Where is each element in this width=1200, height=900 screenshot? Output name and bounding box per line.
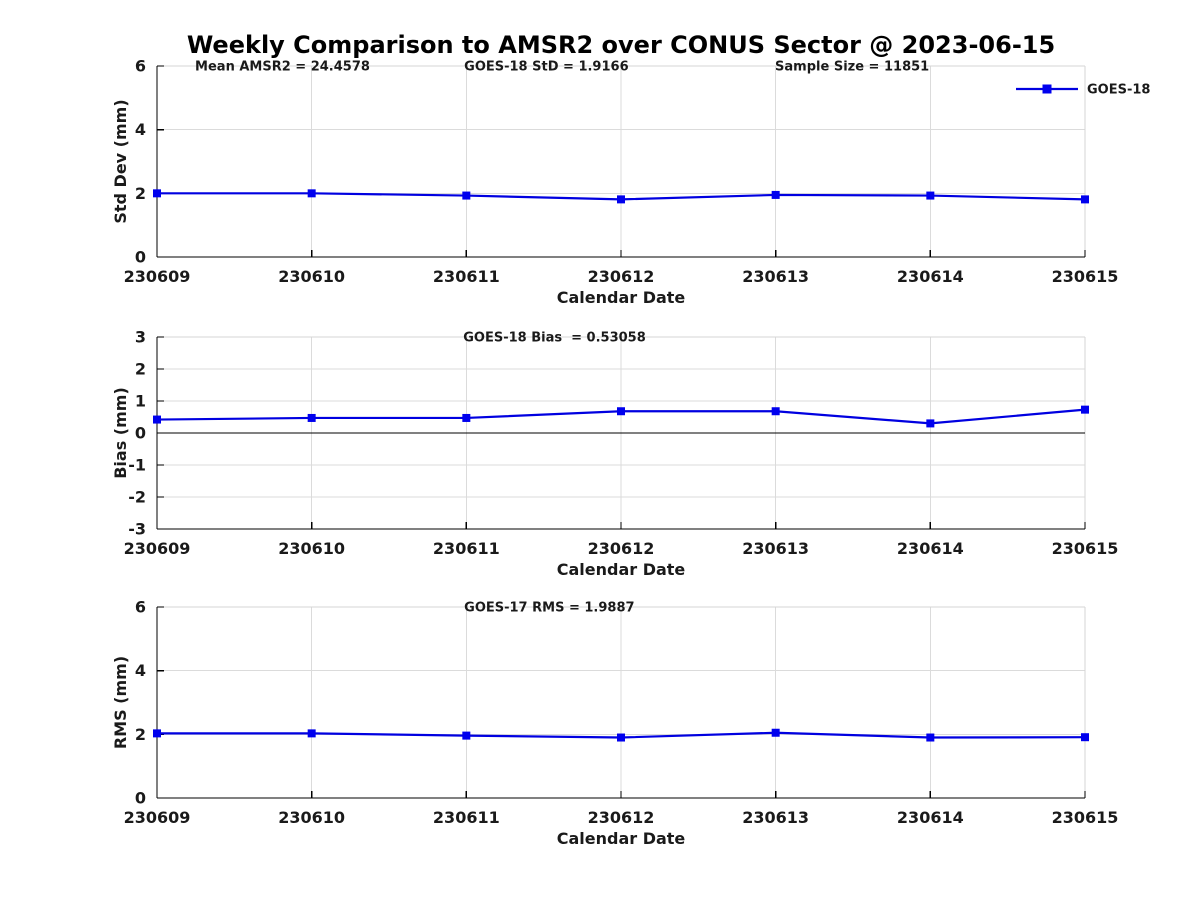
x-axis-label: Calendar Date xyxy=(557,829,686,848)
legend-label: GOES-18 xyxy=(1087,83,1150,98)
annotation: Sample Size = 11851 xyxy=(775,60,929,75)
x-tick-label: 230612 xyxy=(588,267,655,286)
data-point-marker xyxy=(926,419,935,428)
annotation: Mean AMSR2 = 24.4578 xyxy=(195,60,370,75)
data-point-marker xyxy=(771,407,780,416)
x-tick-label: 230615 xyxy=(1052,539,1119,558)
data-point-marker xyxy=(153,415,161,424)
x-tick-label: 230611 xyxy=(433,808,500,827)
y-tick-label: 2 xyxy=(135,725,146,744)
figure-title: Weekly Comparison to AMSR2 over CONUS Se… xyxy=(186,31,1056,59)
y-axis-label: Std Dev (mm) xyxy=(111,99,130,223)
y-tick-label: 1 xyxy=(135,392,146,411)
data-point-marker xyxy=(153,189,161,198)
x-tick-label: 230610 xyxy=(278,539,345,558)
x-tick-label: 230611 xyxy=(433,539,500,558)
y-tick-label: 0 xyxy=(135,248,146,267)
legend-marker xyxy=(1042,84,1052,94)
data-point-marker xyxy=(926,733,935,742)
data-point-marker xyxy=(153,729,161,738)
x-tick-label: 230612 xyxy=(588,539,655,558)
x-tick-label: 230611 xyxy=(433,267,500,286)
data-point-marker xyxy=(617,407,625,416)
annotation: GOES-18 StD = 1.9166 xyxy=(464,60,628,75)
x-tick-label: 230612 xyxy=(588,808,655,827)
subplot-std-dev: 0 2 4 6 230609 230610 230611 230612 230613 230614… xyxy=(111,57,1150,308)
x-tick-label: 230615 xyxy=(1052,808,1119,827)
x-tick-label: 230610 xyxy=(278,808,345,827)
data-point-marker xyxy=(1081,195,1089,204)
y-tick-label: 0 xyxy=(135,424,146,443)
data-point-marker xyxy=(307,413,316,422)
x-tick-label: 230615 xyxy=(1052,267,1119,286)
data-point-marker xyxy=(1081,733,1089,742)
y-tick-label: 4 xyxy=(135,661,146,680)
data-point-marker xyxy=(462,731,471,740)
data-point-marker xyxy=(307,729,316,738)
y-tick-label: -3 xyxy=(128,520,146,539)
y-axis-label: Bias (mm) xyxy=(111,387,130,479)
data-point-marker xyxy=(617,733,625,742)
y-tick-label: -1 xyxy=(128,456,146,475)
x-tick-label: 230614 xyxy=(897,539,964,558)
y-tick-label: 2 xyxy=(135,184,146,203)
x-tick-label: 230613 xyxy=(742,539,809,558)
y-tick-label: 2 xyxy=(135,360,146,379)
subplot-rms: 0 2 4 6 230609 230610 230611 230612 230613 230614… xyxy=(111,598,1118,849)
data-point-marker xyxy=(771,728,780,737)
y-tick-label: 3 xyxy=(135,328,146,347)
x-axis-label: Calendar Date xyxy=(557,288,686,307)
annotation: GOES-17 RMS = 1.9887 xyxy=(464,601,634,616)
x-tick-label: 230613 xyxy=(742,267,809,286)
data-point-marker xyxy=(307,189,316,198)
x-tick-label: 230613 xyxy=(742,808,809,827)
data-point-marker xyxy=(771,190,780,199)
y-axis-label: RMS (mm) xyxy=(111,656,130,749)
data-point-marker xyxy=(462,413,471,422)
data-point-marker xyxy=(462,191,471,200)
subplot-bias: -3 -2 -1 0 1 2 3 230609 230610 230611 230612 230613… xyxy=(111,328,1118,580)
y-tick-label: 6 xyxy=(135,598,146,617)
y-tick-label: 6 xyxy=(135,57,146,76)
x-tick-label: 230609 xyxy=(124,808,191,827)
x-tick-label: 230609 xyxy=(124,267,191,286)
x-tick-label: 230609 xyxy=(124,539,191,558)
y-tick-label: 4 xyxy=(135,120,146,139)
x-axis-label: Calendar Date xyxy=(557,560,686,579)
x-tick-label: 230614 xyxy=(897,808,964,827)
y-tick-label: 0 xyxy=(135,789,146,808)
x-tick-label: 230610 xyxy=(278,267,345,286)
y-tick-label: -2 xyxy=(128,488,146,507)
data-point-marker xyxy=(1081,405,1089,414)
annotation: GOES-18 Bias = 0.53058 xyxy=(463,331,646,346)
data-point-marker xyxy=(617,195,625,204)
data-point-marker xyxy=(926,191,935,200)
x-tick-label: 230614 xyxy=(897,267,964,286)
